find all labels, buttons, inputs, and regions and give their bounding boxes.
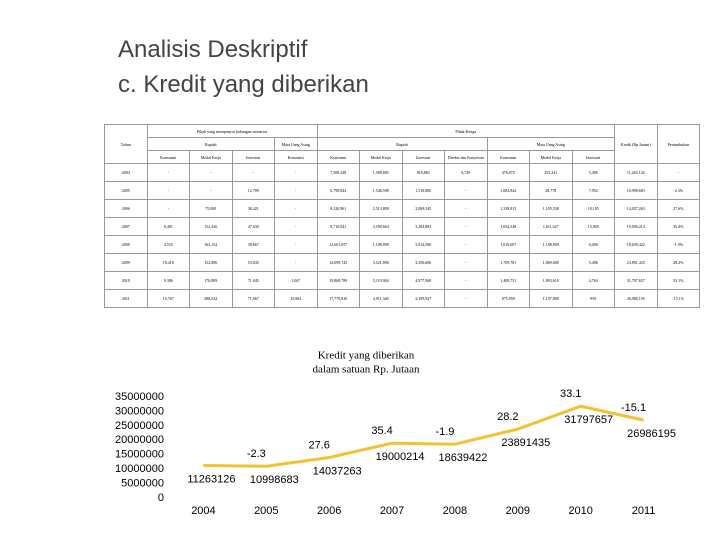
x-tick-label: 2006 (317, 505, 341, 517)
growth-label: -15.1 (621, 402, 646, 414)
table-cell: 1,107,890 (529, 289, 573, 308)
table-row: 2011 10,767 288,542 71,967 15,864 17,779,816 4… (104, 289, 700, 308)
chart-subtitle: dalam satuan Rp. Jutaan (313, 364, 420, 376)
y-tick-label: 20000000 (115, 434, 164, 446)
table-row: 2009 18,418 152,886 53,045-14,099,745 3,521,… (104, 253, 700, 272)
header-cell: Tahun (104, 124, 148, 164)
slide-subtitle: c. Kredit yang diberikan (118, 71, 369, 98)
x-tick-label: 2008 (443, 505, 467, 517)
y-tick-label: 25000000 (115, 420, 164, 432)
header-cell: Investasi (571, 150, 615, 164)
x-tick-label: 2004 (191, 505, 215, 517)
x-tick-label: 2010 (568, 505, 592, 517)
slide-title: Analisis Deskriptif (118, 36, 308, 63)
data-label: 14037263 (313, 465, 362, 477)
data-line (203, 404, 644, 468)
table-cell: 15,864 (274, 289, 318, 308)
table-cell: 10,185 (571, 199, 615, 218)
growth-label: 35.4 (371, 425, 392, 437)
growth-label: -1.9 (435, 426, 454, 438)
table-cell: 17,779,816 (316, 289, 360, 308)
table-row: 2007 8,401 152,426 47,630-9,710,041 3,599,66… (104, 217, 700, 236)
data-label: 11263126 (187, 473, 235, 485)
y-tick-label: 35000000 (115, 391, 164, 403)
x-tick-label: 2009 (506, 505, 530, 517)
chart-title: Kredit yang diberikan (318, 350, 415, 362)
y-tick-label: 0 (158, 492, 164, 504)
data-label: 10998683 (250, 474, 299, 486)
growth-label: -2.3 (247, 448, 266, 460)
x-tick-label: 2005 (254, 505, 278, 517)
credit-table: Tahun Pihak yang mempunyai hubungan isti… (104, 124, 700, 308)
table-cell: 875,959 (486, 289, 530, 308)
data-label: 18639422 (438, 452, 487, 464)
table-cell: -15.1% (656, 289, 700, 308)
x-tick-label: 2007 (380, 505, 404, 517)
growth-label: 27.6 (308, 439, 329, 451)
data-label: 23891435 (501, 437, 550, 449)
table-cell: 23,891,435 (614, 253, 658, 272)
table-row: 2004- - - -7,508,448 1,588,685 818,882 6,729 47… (104, 163, 700, 182)
y-tick-label: 5000000 (121, 477, 164, 489)
data-label: 31797657 (564, 414, 613, 426)
y-tick-label: 15000000 (115, 449, 164, 461)
table-cell: 26,986,195 (614, 289, 658, 308)
data-label: 26986195 (627, 428, 676, 440)
table-row: 2010 9,386 176,809 71,045 1,067 19,869,789 5,1… (104, 271, 700, 290)
y-tick-label: 30000000 (115, 405, 164, 417)
y-tick-label: 10000000 (115, 463, 164, 475)
x-tick-label: 2011 (632, 505, 656, 517)
table-cell: 959 (571, 289, 615, 308)
growth-label: 28.2 (497, 411, 518, 423)
table-cell: 4,911,340 (359, 289, 403, 308)
data-label: 19000214 (376, 451, 425, 463)
table-cell: 288,542 (189, 289, 233, 308)
growth-label: 33.1 (560, 388, 581, 400)
